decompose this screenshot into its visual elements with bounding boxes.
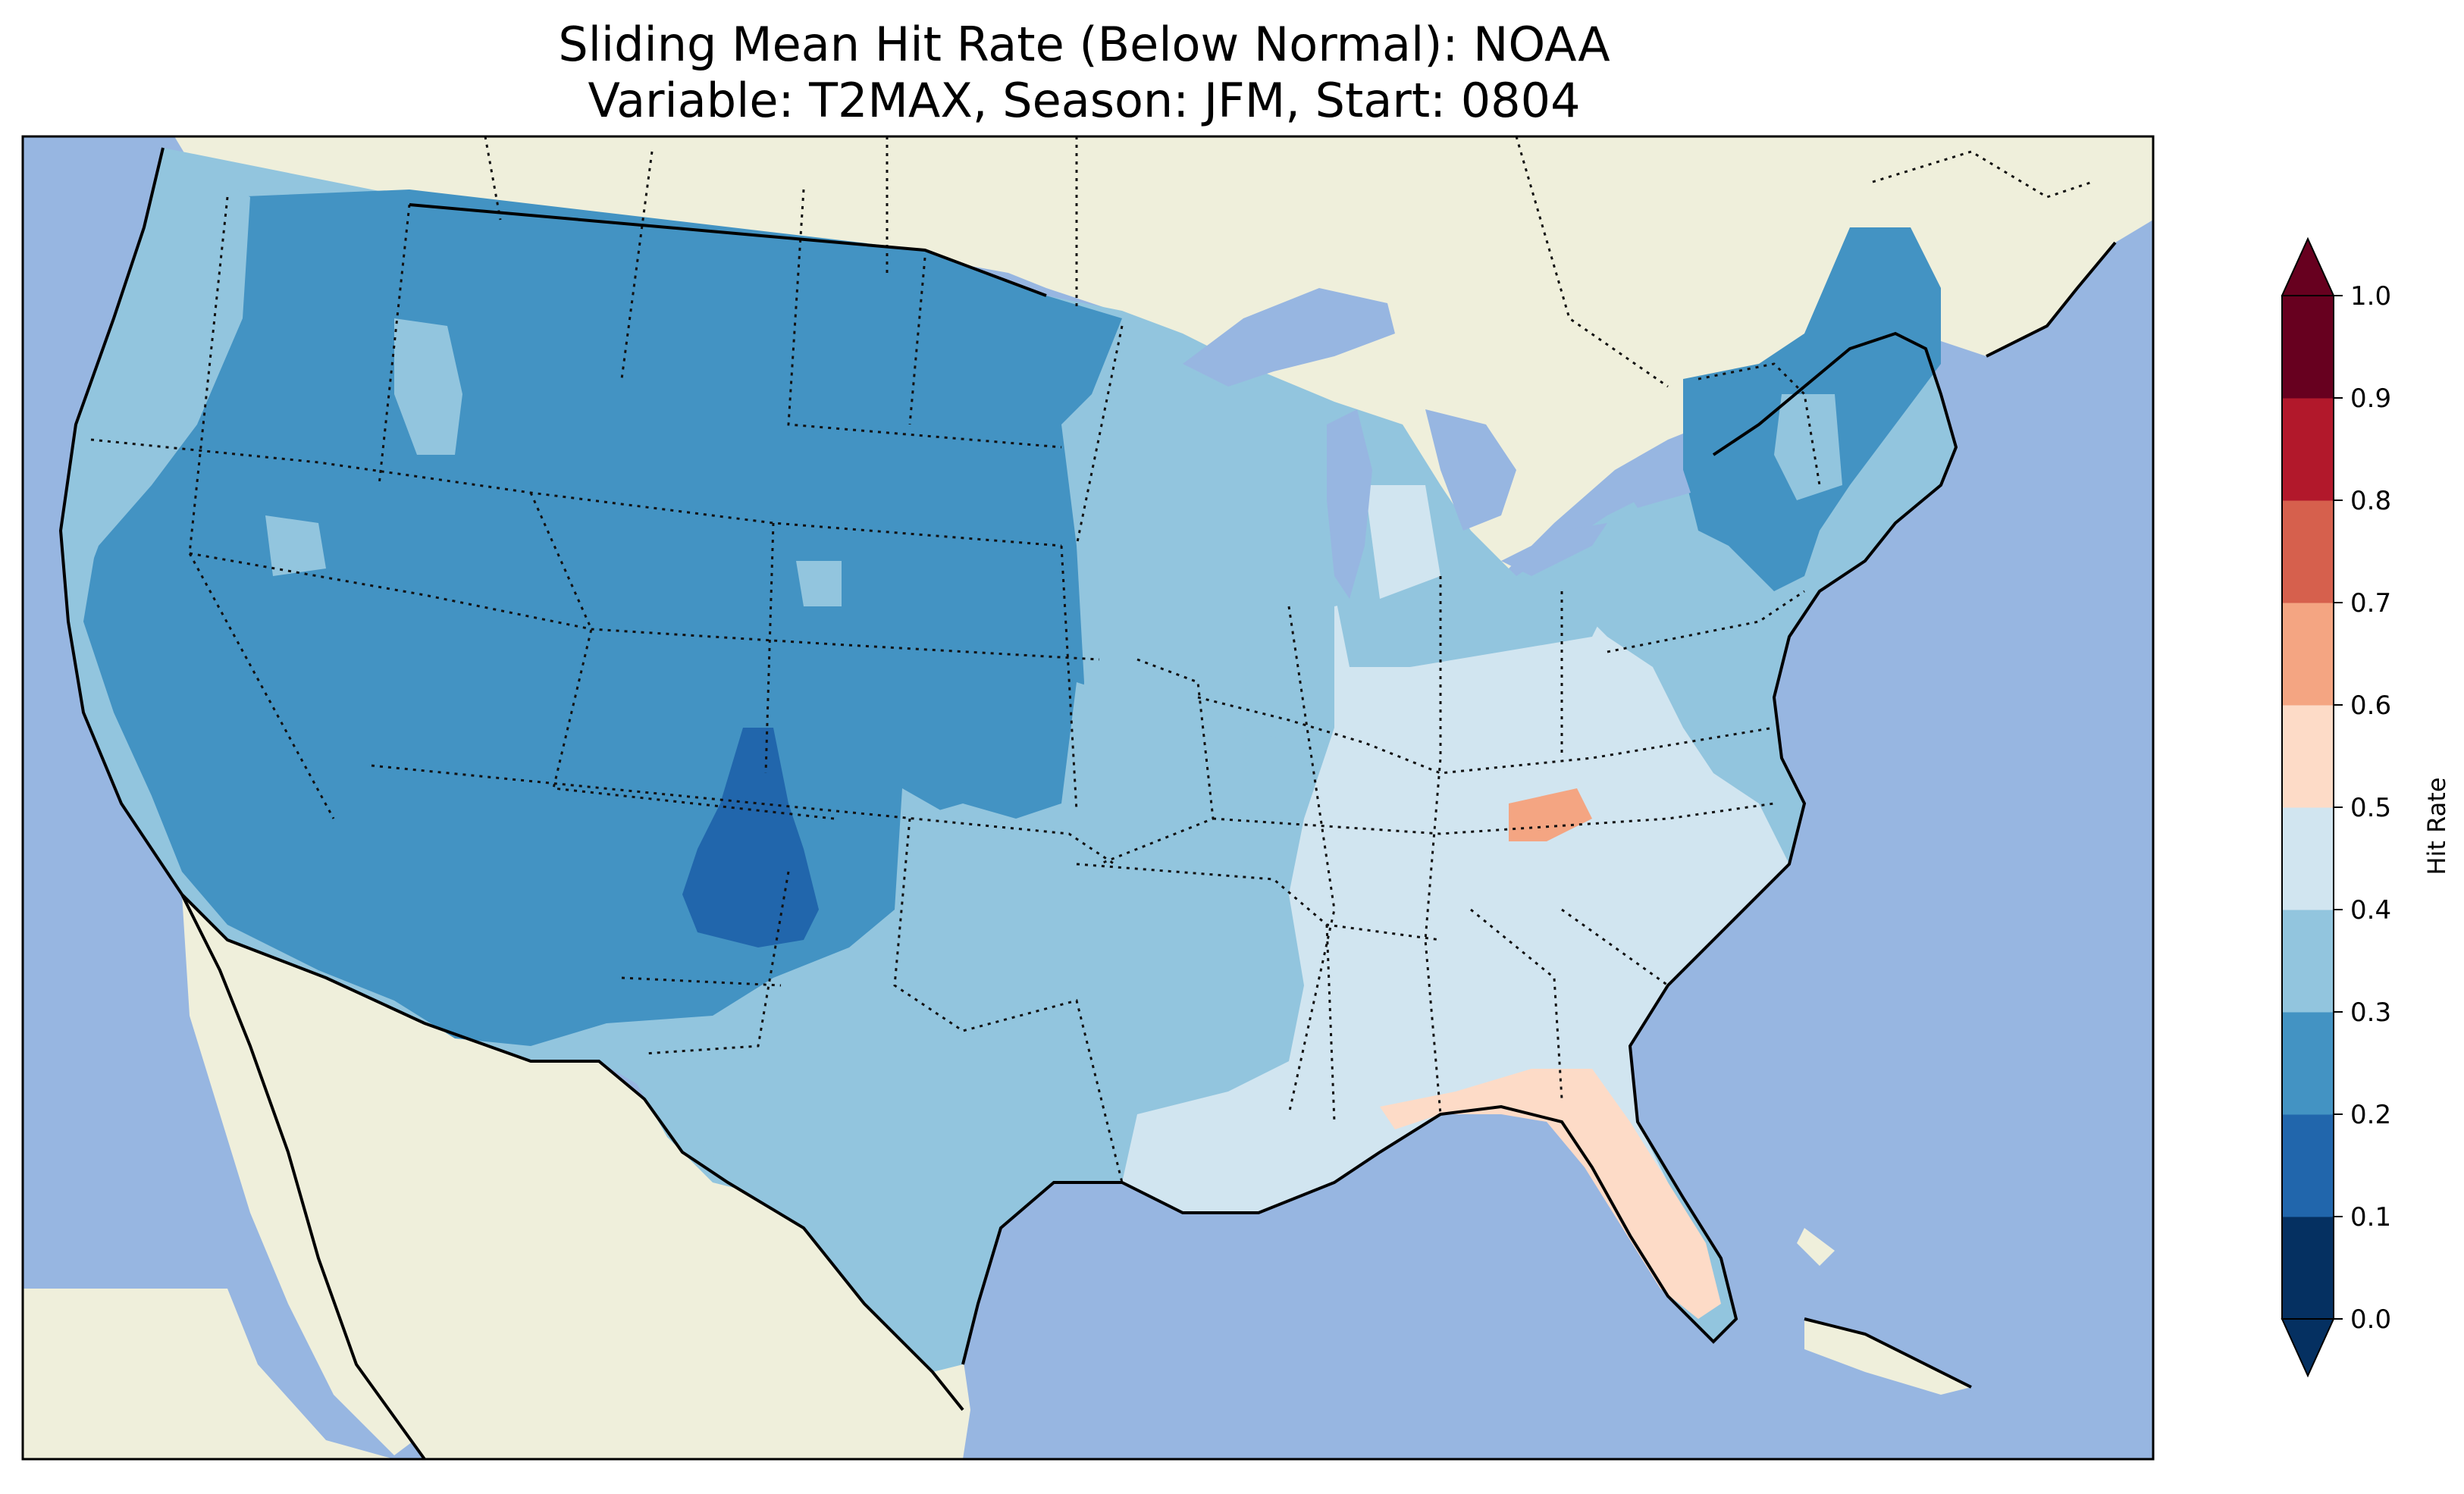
canada-province-borders — [484, 136, 2093, 388]
colorbar-tick-label: 1.0 — [2350, 281, 2391, 312]
michigan-light-patch — [1365, 485, 1440, 599]
colorbar-tick-label: 0.1 — [2350, 1202, 2391, 1232]
lake-superior — [1183, 288, 1395, 387]
colorbar-segment — [2282, 807, 2334, 910]
colorbar-segment — [2282, 910, 2334, 1013]
colorbar-segment — [2282, 1012, 2334, 1115]
central-plains-region — [660, 682, 1357, 1372]
map-title: Sliding Mean Hit Rate (Below Normal): NO… — [23, 17, 2146, 129]
lake-michigan — [1327, 409, 1372, 599]
lake-ontario — [1622, 470, 1691, 508]
colorado-newmexico-region — [682, 728, 819, 947]
southeast-region — [1122, 576, 1789, 1213]
colorbar-tick-label: 0.0 — [2350, 1305, 2391, 1335]
ohio-valley-region — [1334, 576, 1607, 667]
interior-west-region — [83, 189, 1122, 1046]
lake-huron — [1425, 409, 1516, 531]
title-line-2: Variable: T2MAX, Season: JFM, Start: 080… — [588, 73, 1581, 128]
colorbar-tick-label: 0.7 — [2350, 588, 2391, 619]
idaho-light-patch — [394, 318, 462, 455]
canada-land — [174, 136, 2153, 599]
colorbar-tick-label: 0.4 — [2350, 895, 2391, 926]
lake-erie — [1501, 523, 1607, 576]
pacific-coast-region — [68, 148, 250, 606]
oregon-light-patch — [265, 515, 326, 576]
colorbar-segment — [2282, 1114, 2334, 1217]
colorbar-segment — [2282, 1217, 2334, 1320]
title-line-1: Sliding Mean Hit Rate (Below Normal): NO… — [558, 17, 1610, 72]
cuba — [1804, 1319, 1971, 1395]
colorbar-tick-label: 0.8 — [2350, 486, 2391, 516]
colorbar-tick-label: 0.2 — [2350, 1100, 2391, 1130]
colorbar-tick-label: 0.6 — [2350, 691, 2391, 721]
colorbar-segment — [2282, 398, 2334, 501]
new-england-light-patch — [1774, 394, 1842, 500]
coastlines — [58, 147, 2117, 1459]
bahamas — [1797, 1228, 1835, 1266]
colorbar-over-arrow — [2281, 236, 2335, 296]
wyoming-light-patch — [796, 561, 842, 606]
colorbar-group: 0.0 0.1 0.2 0.3 0.4 0.5 0.6 0.7 0.8 0.9 1.0 — [2281, 236, 2391, 1378]
colorbar-tick-label: 0.3 — [2350, 998, 2391, 1028]
colorbar-label: Hit Rate — [2422, 777, 2451, 875]
colorbar-segment — [2282, 500, 2334, 603]
colorbar-segment — [2282, 603, 2334, 706]
colorbar-tick-label: 0.9 — [2350, 384, 2391, 414]
colorbar-segment — [2282, 296, 2334, 399]
colorbar-tick-label: 0.5 — [2350, 793, 2391, 823]
map-frame — [21, 135, 2155, 1461]
baja-peninsula — [182, 894, 425, 1455]
colorbar-segment — [2282, 705, 2334, 808]
colorbar-under-arrow — [2281, 1318, 2335, 1378]
florida-region — [1380, 1069, 1721, 1319]
state-borders — [90, 151, 1821, 1183]
